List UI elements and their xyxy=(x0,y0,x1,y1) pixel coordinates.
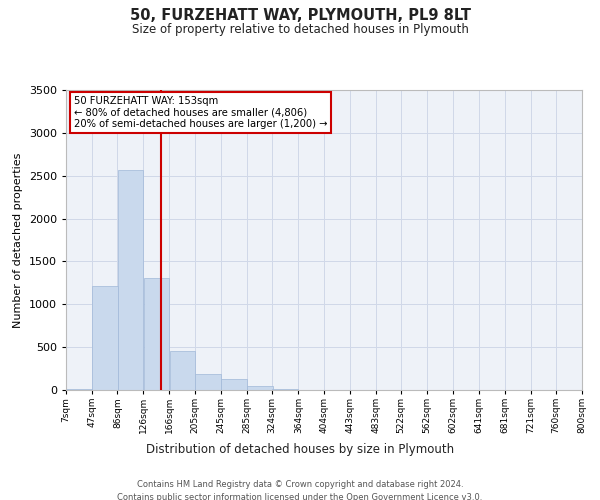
Bar xyxy=(221,379,247,390)
Text: Contains HM Land Registry data © Crown copyright and database right 2024.: Contains HM Land Registry data © Crown c… xyxy=(137,480,463,489)
Y-axis label: Number of detached properties: Number of detached properties xyxy=(13,152,23,328)
Text: 50 FURZEHATT WAY: 153sqm
← 80% of detached houses are smaller (4,806)
20% of sem: 50 FURZEHATT WAY: 153sqm ← 80% of detach… xyxy=(74,96,327,129)
Text: Distribution of detached houses by size in Plymouth: Distribution of detached houses by size … xyxy=(146,442,454,456)
Text: Contains public sector information licensed under the Open Government Licence v3: Contains public sector information licen… xyxy=(118,492,482,500)
Bar xyxy=(195,374,221,390)
Bar xyxy=(170,352,196,390)
Bar xyxy=(92,286,118,390)
Bar xyxy=(272,389,298,390)
Bar xyxy=(66,389,92,390)
Bar xyxy=(118,170,143,390)
Text: Size of property relative to detached houses in Plymouth: Size of property relative to detached ho… xyxy=(131,22,469,36)
Text: 50, FURZEHATT WAY, PLYMOUTH, PL9 8LT: 50, FURZEHATT WAY, PLYMOUTH, PL9 8LT xyxy=(130,8,470,22)
Bar xyxy=(247,386,273,390)
Bar xyxy=(143,278,169,390)
